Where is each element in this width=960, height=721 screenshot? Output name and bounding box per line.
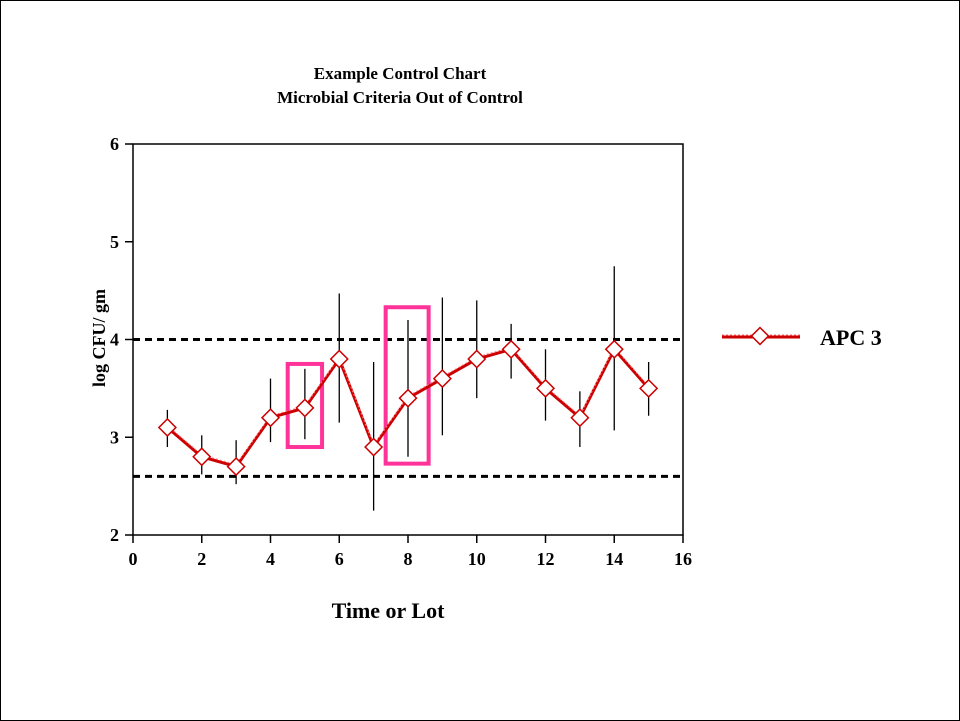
data-point: [604, 339, 624, 359]
chart-subtitle: Microbial Criteria Out of Control: [277, 88, 523, 107]
data-point: [501, 339, 521, 359]
x-tick-label: 16: [674, 549, 692, 569]
x-tick-label: 12: [537, 549, 555, 569]
legend-marker: [750, 326, 770, 346]
data-point: [535, 378, 556, 398]
legend-label: APC 3: [820, 325, 882, 350]
highlight-box: [383, 305, 431, 466]
x-tick-label: 14: [605, 549, 623, 569]
y-tick-label: 3: [110, 427, 119, 447]
x-tick-label: 4: [266, 549, 275, 569]
series-apc-3: [157, 339, 659, 477]
x-tick-label: 10: [468, 549, 486, 569]
y-axis-label: log CFU/ gm: [89, 289, 109, 387]
legend: APC 3: [722, 325, 882, 350]
data-point: [570, 408, 590, 428]
highlight-box: [285, 361, 325, 450]
x-tick-label: 0: [129, 549, 138, 569]
data-point: [639, 378, 659, 398]
x-tick-label: 6: [335, 549, 344, 569]
y-tick-label: 4: [110, 330, 119, 350]
data-point: [432, 369, 452, 389]
x-tick-label: 2: [197, 549, 206, 569]
x-axis: 0 2 4 6 8 10 12 14 16: [129, 535, 692, 569]
data-point: [467, 349, 487, 369]
y-tick-label: 2: [110, 525, 119, 545]
control-limits: [133, 338, 683, 478]
y-axis: 2 3 4 5 6: [110, 134, 133, 545]
data-point: [192, 447, 212, 467]
chart-title: Example Control Chart: [314, 64, 487, 83]
y-tick-label: 5: [110, 232, 119, 252]
x-tick-label: 8: [404, 549, 413, 569]
error-bars: [166, 266, 650, 511]
data-point: [295, 398, 315, 418]
x-axis-label: Time or Lot: [332, 598, 446, 623]
y-tick-label: 6: [110, 134, 119, 154]
data-point: [398, 388, 418, 408]
data-point: [226, 457, 246, 477]
data-point: [329, 349, 349, 369]
data-point: [260, 408, 281, 428]
data-point: [157, 417, 177, 438]
series-line-dotted: [167, 346, 650, 466]
data-point: [364, 437, 384, 457]
